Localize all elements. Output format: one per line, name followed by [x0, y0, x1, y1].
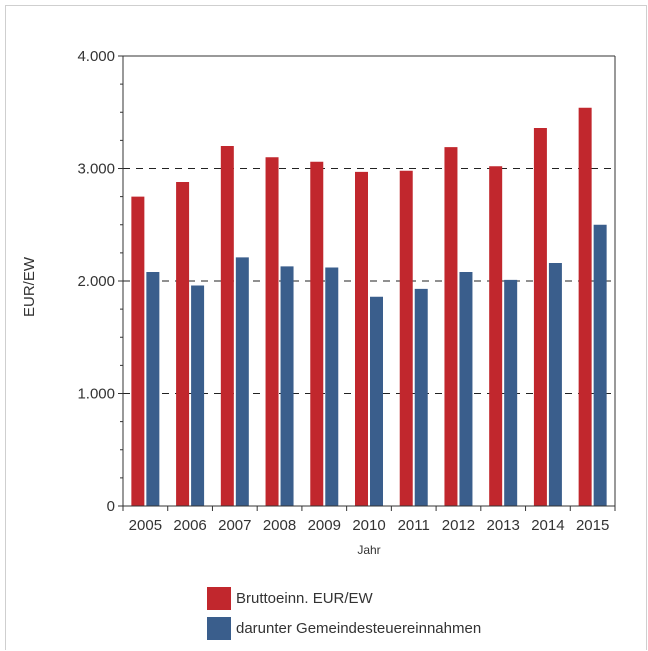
bar-brutto-2008 — [265, 157, 279, 506]
x-tick-label: 2005 — [129, 517, 162, 534]
x-tick-label: 2006 — [173, 517, 206, 534]
y-tick-label: 0 — [107, 498, 115, 515]
grid-lines — [123, 168, 615, 394]
y-tick-label: 4.000 — [77, 48, 115, 65]
chart-frame — [5, 5, 647, 650]
axes — [118, 55, 616, 511]
bar-gemeindesteuer-2011 — [414, 288, 428, 506]
legend-item-series-2: darunter Gemeindesteuereinnahmen — [207, 617, 481, 640]
bar-brutto-2011 — [399, 170, 413, 506]
bars — [131, 107, 607, 506]
x-tick-label: 2007 — [218, 517, 251, 534]
legend-swatch-series-2 — [207, 617, 231, 640]
legend-label-series-2: darunter Gemeindesteuereinnahmen — [236, 620, 482, 637]
x-tick-label: 2010 — [352, 517, 385, 534]
bar-gemeindesteuer-2006 — [191, 285, 205, 506]
bar-brutto-2010 — [355, 171, 368, 506]
legend-item-series-1: Bruttoeinn. EUR/EW — [207, 587, 481, 610]
x-tick-label: 2012 — [442, 517, 475, 534]
bar-gemeindesteuer-2007 — [235, 257, 249, 506]
x-tick-label: 2013 — [486, 517, 519, 534]
x-tick-label: 2015 — [576, 517, 609, 534]
y-axis-title: EUR/EW — [21, 256, 38, 317]
bar-gemeindesteuer-2010 — [370, 296, 383, 506]
bar-brutto-2006 — [176, 182, 190, 506]
legend-swatch-series-1 — [207, 587, 231, 610]
bar-gemeindesteuer-2009 — [325, 267, 339, 506]
bar-brutto-2013 — [489, 166, 503, 506]
x-tick-label: 2009 — [308, 517, 341, 534]
x-tick-labels: 2005 2006 2007 2008 2009 2010 2011 2012 2013 2014… — [129, 517, 610, 534]
bar-brutto-2007 — [220, 146, 234, 506]
legend: Bruttoeinn. EUR/EW darunter Gemeindesteu… — [207, 587, 481, 647]
bar-gemeindesteuer-2005 — [146, 272, 160, 506]
x-tick-label: 2011 — [398, 517, 430, 534]
x-tick-label: 2014 — [531, 517, 564, 534]
bar-brutto-2012 — [444, 147, 458, 506]
bar-gemeindesteuer-2013 — [504, 279, 518, 506]
bar-gemeindesteuer-2008 — [280, 266, 294, 506]
bar-gemeindesteuer-2015 — [593, 224, 607, 506]
y-tick-label: 1.000 — [77, 386, 115, 403]
bar-gemeindesteuer-2014 — [548, 263, 562, 506]
bar-brutto-2014 — [533, 128, 547, 506]
x-axis-title: Jahr — [357, 543, 380, 557]
bar-brutto-2009 — [310, 161, 324, 506]
bar-gemeindesteuer-2012 — [459, 272, 473, 506]
y-tick-label: 3.000 — [77, 161, 115, 178]
y-tick-labels: 0 1.000 2.000 3.000 4.000 — [77, 48, 115, 515]
legend-label-series-1: Bruttoeinn. EUR/EW — [236, 590, 373, 607]
y-tick-label: 2.000 — [77, 273, 115, 290]
x-tick-label: 2008 — [263, 517, 296, 534]
bar-brutto-2015 — [578, 107, 592, 506]
bar-brutto-2005 — [131, 196, 145, 506]
